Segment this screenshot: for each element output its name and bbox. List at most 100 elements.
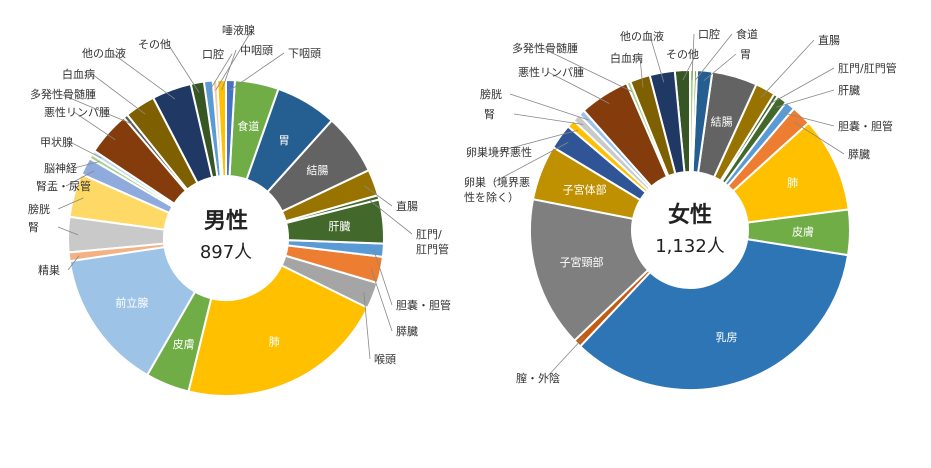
male-slice-label-8: 膵臓 xyxy=(396,325,418,338)
male-slice-label-6: 肝臓 xyxy=(328,220,350,233)
female-slice-label-15: 卵巣（境界悪性を除く） xyxy=(464,175,530,204)
female-donut-hole xyxy=(633,173,747,287)
male-slice-label-10: 肺 xyxy=(269,335,280,348)
male-slice-label-23: その他 xyxy=(138,38,171,51)
male-slice-label-19: 悪性リンパ腫 xyxy=(44,105,110,119)
female-slice-10 xyxy=(746,208,851,257)
female-slice-label-13: 子宮頸部 xyxy=(560,255,604,269)
female-slice-9 xyxy=(731,121,850,224)
female-slice-label-20: 多発性骨髄腫 xyxy=(512,41,578,55)
female-leader-line-7 xyxy=(783,112,835,127)
male-slice-label-25: 唾液腺 xyxy=(222,23,255,37)
male-leader-line-14 xyxy=(57,226,79,236)
male-slice-label-9: 喉頭 xyxy=(374,353,396,366)
female-leader-line-15 xyxy=(493,142,569,183)
male-slice-21 xyxy=(125,96,199,192)
female-slice-label-19: 悪性リンパ腫 xyxy=(518,65,584,79)
female-leader-line-18 xyxy=(509,93,589,121)
male-slice-11 xyxy=(145,290,213,393)
female-slice-label-11: 乳房 xyxy=(715,331,737,344)
male-slice-label-26: 中咽頭 xyxy=(240,44,273,57)
male-slice-3 xyxy=(266,119,371,213)
male-slice-14 xyxy=(67,215,166,254)
male-chart-title: 男性 xyxy=(204,209,248,234)
female-slice-label-14: 子宮体部 xyxy=(563,182,607,196)
female-slice-label-7: 胆嚢・胆管 xyxy=(838,119,893,133)
female-slice-label-23: その他 xyxy=(666,48,699,61)
female-slice-0 xyxy=(689,68,696,174)
female-slice-label-16: 卵巣境界悪性 xyxy=(466,145,532,159)
male-slice-6 xyxy=(284,198,385,245)
male-slice-label-20: 多発性骨髄腫 xyxy=(30,87,96,101)
male-slice-label-22: 他の血液 xyxy=(82,46,126,60)
female-chart-total: 1,132人 xyxy=(655,236,725,257)
female-slice-label-22: 他の血液 xyxy=(620,29,664,43)
female-leader-line-0 xyxy=(691,33,695,81)
male-slice-label-2: 胃 xyxy=(279,134,290,147)
male-slice-10 xyxy=(187,264,370,397)
female-leader-line-2 xyxy=(703,53,737,81)
female-leader-line-20 xyxy=(541,47,633,92)
female-leader-line-8 xyxy=(794,122,845,155)
female-slice-19 xyxy=(582,81,669,189)
male-leader-line-24 xyxy=(209,53,233,92)
male-leader-line-17 xyxy=(73,161,100,169)
female-leader-line-1 xyxy=(694,33,733,81)
male-slice-label-1: 食道 xyxy=(237,119,259,133)
male-slice-label-12: 前立腺 xyxy=(115,295,148,309)
female-leader-line-19 xyxy=(547,71,610,104)
female-leader-line-6 xyxy=(776,89,835,108)
male-leader-line-18 xyxy=(69,141,102,159)
male-leader-line-13 xyxy=(67,255,80,271)
male-leader-line-7 xyxy=(373,249,393,306)
male-leader-line-26 xyxy=(221,49,237,91)
male-leader-line-8 xyxy=(370,267,393,332)
male-slice-2 xyxy=(245,87,334,194)
male-slice-15 xyxy=(68,172,171,231)
female-slice-label-21: 白血病 xyxy=(610,51,643,65)
male-leader-line-5 xyxy=(368,199,413,235)
male-slice-label-15: 膀胱 xyxy=(28,202,50,216)
female-slice-label-17: 腎 xyxy=(484,108,495,121)
male-leader-line-16 xyxy=(65,170,95,187)
female-slice-label-12: 膣・外陰 xyxy=(516,371,560,385)
female-leader-line-12 xyxy=(545,336,585,379)
female-leader-line-5 xyxy=(770,67,835,104)
male-slice-label-14: 腎 xyxy=(28,221,39,234)
male-slice-label-13: 精巣 xyxy=(38,264,60,277)
female-slice-label-1: 食道 xyxy=(736,27,758,41)
female-slice-14 xyxy=(531,145,642,221)
male-slice-label-18: 甲状腺 xyxy=(40,135,73,149)
female-slice-label-8: 膵臓 xyxy=(848,148,870,161)
female-slice-11 xyxy=(578,237,850,391)
female-slice-3 xyxy=(696,70,758,179)
female-slice-label-3: 結腸 xyxy=(711,115,733,129)
female-leader-line-23 xyxy=(682,53,697,81)
male-slice-label-24: 口腔 xyxy=(202,47,224,61)
female-slice-13 xyxy=(529,198,650,343)
male-leader-line-9 xyxy=(363,291,371,360)
female-slice-label-10: 皮膚 xyxy=(792,225,814,239)
male-slice-label-11: 皮膚 xyxy=(173,337,195,351)
male-slice-0 xyxy=(225,78,236,178)
male-leader-line-20 xyxy=(59,93,132,125)
female-leader-line-22 xyxy=(649,35,665,83)
male-chart-total: 897人 xyxy=(200,242,252,263)
male-leader-line-0 xyxy=(229,52,285,91)
female-slice-label-0: 口腔 xyxy=(698,27,720,41)
male-slice-label-3: 結腸 xyxy=(306,163,328,177)
female-slice-label-4: 直腸 xyxy=(818,33,840,47)
female-slice-label-9: 肺 xyxy=(787,177,798,190)
male-slice-1 xyxy=(228,79,280,181)
male-leader-line-23 xyxy=(167,43,200,93)
female-chart-title: 女性 xyxy=(668,202,712,228)
female-slice-label-5: 肛門/肛門管 xyxy=(838,61,897,75)
female-slice-label-6: 肝臓 xyxy=(838,84,860,97)
male-slice-label-4: 直腸 xyxy=(396,199,418,213)
male-slice-label-0: 下咽頭 xyxy=(288,47,321,60)
female-slice-label-18: 膀胱 xyxy=(480,87,502,101)
male-leader-line-4 xyxy=(364,185,393,207)
